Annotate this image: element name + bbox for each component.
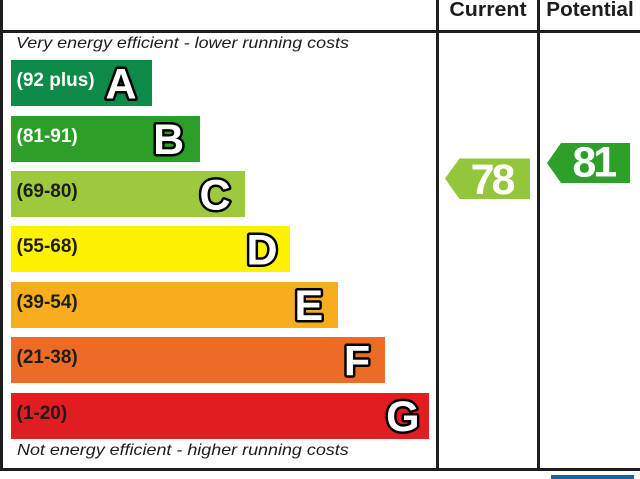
svg-text:C: C — [199, 171, 230, 219]
svg-text:A: A — [105, 61, 136, 109]
svg-text:81: 81 — [572, 139, 616, 187]
svg-text:B: B — [153, 116, 184, 164]
svg-text:78: 78 — [471, 156, 515, 204]
svg-text:F: F — [344, 338, 370, 386]
svg-text:G: G — [386, 393, 419, 441]
svg-text:D: D — [246, 227, 277, 275]
svg-text:E: E — [294, 282, 323, 330]
